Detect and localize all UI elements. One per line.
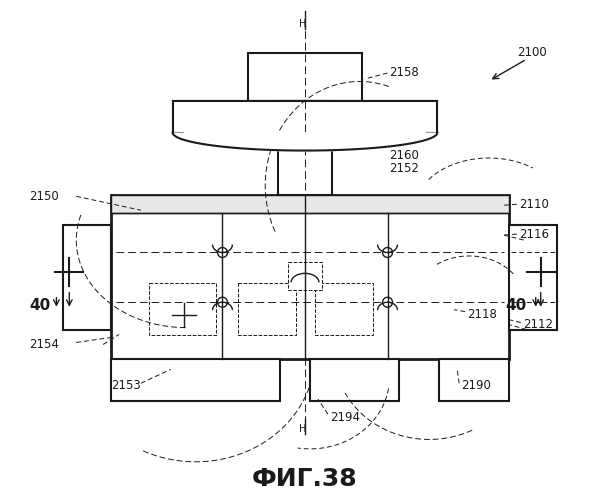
Text: 2100: 2100 — [517, 46, 547, 59]
Bar — [64, 225, 111, 330]
Bar — [288, 262, 322, 290]
Bar — [310, 360, 400, 401]
Text: 2154: 2154 — [29, 338, 59, 350]
Text: 2118: 2118 — [467, 308, 497, 320]
Text: 2110: 2110 — [519, 198, 549, 211]
Text: 2190: 2190 — [461, 380, 491, 392]
Text: H: H — [299, 424, 306, 434]
Text: 2194: 2194 — [330, 411, 360, 424]
Text: 2116: 2116 — [519, 228, 549, 241]
Text: 40: 40 — [505, 298, 526, 312]
Bar — [173, 101, 437, 132]
Bar — [111, 196, 509, 360]
Text: 2150: 2150 — [29, 190, 59, 203]
Bar — [149, 283, 216, 335]
Bar — [439, 360, 509, 401]
Bar — [111, 360, 280, 401]
Text: 2112: 2112 — [523, 318, 553, 330]
Text: H: H — [299, 20, 306, 30]
Bar — [248, 53, 362, 101]
Text: 2153: 2153 — [111, 380, 141, 392]
Text: 2160: 2160 — [390, 148, 419, 162]
Bar — [509, 225, 557, 330]
Text: 2158: 2158 — [390, 66, 419, 79]
Text: 2152: 2152 — [390, 162, 419, 175]
Bar — [238, 283, 296, 335]
Bar — [315, 283, 373, 335]
Text: 40: 40 — [29, 298, 51, 312]
Text: ФИГ.38: ФИГ.38 — [252, 467, 358, 491]
Bar — [111, 196, 509, 213]
Bar — [278, 130, 332, 196]
